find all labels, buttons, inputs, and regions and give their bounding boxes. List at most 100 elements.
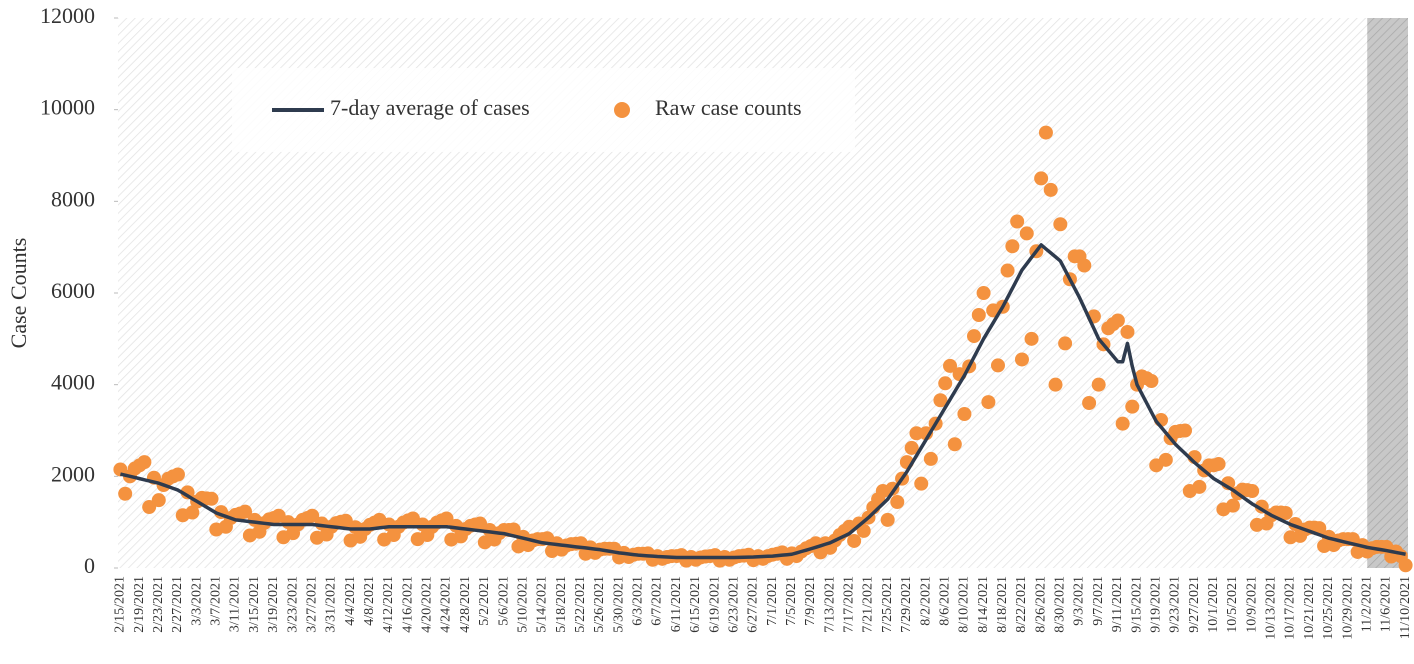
- raw-count-dot: [1010, 214, 1025, 229]
- raw-count-dot: [439, 511, 454, 526]
- raw-count-dot: [938, 376, 953, 391]
- raw-count-dot: [1110, 313, 1125, 328]
- raw-count-dot: [1043, 182, 1058, 197]
- x-tick-label: 2/27/2021: [170, 576, 185, 633]
- x-tick-label: 4/28/2021: [458, 576, 473, 633]
- raw-count-dot: [305, 508, 320, 523]
- raw-count-dot: [880, 512, 895, 527]
- x-tick-label: 4/12/2021: [381, 576, 396, 633]
- raw-count-dot: [1005, 239, 1020, 254]
- x-tick-label: 9/11/2021: [1110, 576, 1125, 632]
- x-tick-label: 8/10/2021: [957, 576, 972, 633]
- y-tick-label: 12000: [40, 3, 95, 28]
- x-tick-label: 9/7/2021: [1091, 576, 1106, 626]
- raw-count-dot: [1014, 352, 1029, 367]
- x-tick-label: 7/1/2021: [765, 576, 780, 626]
- y-tick-label: 2000: [51, 461, 95, 486]
- x-tick-label: 5/26/2021: [592, 576, 607, 633]
- x-tick-label: 4/4/2021: [343, 576, 358, 626]
- raw-count-dot: [1034, 171, 1049, 186]
- x-tick-label: 6/11/2021: [669, 576, 684, 632]
- x-tick-label: 6/27/2021: [746, 576, 761, 633]
- raw-count-dot: [890, 495, 905, 509]
- x-tick-label: 10/25/2021: [1321, 576, 1336, 640]
- raw-count-dot: [1278, 506, 1293, 520]
- x-tick-label: 8/14/2021: [976, 576, 991, 633]
- x-tick-label: 7/29/2021: [899, 576, 914, 633]
- x-tick-label: 10/1/2021: [1206, 576, 1221, 633]
- y-axis-title: Case Counts: [6, 238, 31, 349]
- x-tick-label: 8/22/2021: [1014, 576, 1029, 633]
- raw-count-dot: [1115, 416, 1130, 431]
- raw-count-dot: [856, 523, 871, 538]
- raw-count-dot: [1398, 558, 1413, 573]
- raw-count-dot: [933, 393, 948, 408]
- x-tick-label: 3/23/2021: [285, 576, 300, 633]
- x-tick-label: 5/22/2021: [573, 576, 588, 633]
- x-tick-label: 7/5/2021: [784, 576, 799, 626]
- legend-label: 7-day average of cases: [330, 95, 530, 120]
- raw-count-dot: [1192, 479, 1207, 494]
- x-tick-label: 7/17/2021: [842, 576, 857, 633]
- raw-count-dot: [1120, 324, 1135, 339]
- x-tick-label: 5/14/2021: [535, 576, 550, 633]
- x-tick-label: 11/2/2021: [1359, 576, 1374, 632]
- x-tick-label: 8/6/2021: [937, 576, 952, 626]
- raw-count-dot: [1038, 125, 1053, 140]
- raw-count-dot: [1053, 217, 1068, 232]
- raw-count-dot: [1312, 521, 1327, 536]
- x-tick-label: 8/18/2021: [995, 576, 1010, 633]
- x-tick-label: 8/30/2021: [1053, 576, 1068, 633]
- x-tick-label: 6/7/2021: [650, 576, 665, 626]
- x-tick-label: 3/31/2021: [324, 576, 339, 633]
- raw-count-dot: [923, 451, 938, 466]
- raw-count-dot: [1058, 336, 1073, 351]
- legend: 7-day average of cases Raw case counts: [232, 68, 855, 152]
- x-tick-label: 7/25/2021: [880, 576, 895, 633]
- x-tick-label: 7/21/2021: [861, 576, 876, 633]
- raw-count-dot: [971, 308, 986, 322]
- legend-label: Raw case counts: [655, 95, 802, 120]
- x-tick-label: 7/13/2021: [822, 576, 837, 633]
- y-tick-label: 10000: [40, 95, 95, 120]
- raw-count-dot: [506, 522, 521, 537]
- y-tick-label: 0: [84, 553, 95, 578]
- raw-count-dot: [137, 455, 152, 470]
- raw-count-dot: [1144, 374, 1159, 388]
- x-tick-label: 3/15/2021: [247, 576, 262, 633]
- x-tick-label: 5/18/2021: [554, 576, 569, 633]
- x-tick-label: 8/26/2021: [1033, 576, 1048, 633]
- raw-count-dot: [1048, 377, 1063, 392]
- x-tick-label: 3/3/2021: [189, 576, 204, 626]
- x-tick-label: 10/17/2021: [1283, 576, 1298, 640]
- x-tick-label: 5/2/2021: [477, 576, 492, 626]
- raw-count-dot: [180, 485, 195, 500]
- legend-box: [232, 68, 855, 152]
- raw-count-dot: [914, 476, 929, 491]
- x-tick-label: 7/9/2021: [803, 576, 818, 626]
- x-tick-label: 6/19/2021: [707, 576, 722, 633]
- raw-count-dot: [1158, 452, 1173, 467]
- raw-count-dot: [1225, 498, 1240, 513]
- x-tick-label: 10/29/2021: [1340, 576, 1355, 640]
- x-tick-label: 9/15/2021: [1129, 576, 1144, 633]
- raw-count-dot: [1000, 263, 1015, 278]
- x-tick-label: 6/23/2021: [726, 576, 741, 633]
- raw-count-dot: [185, 505, 200, 520]
- x-tick-label: 9/27/2021: [1187, 576, 1202, 633]
- raw-count-dot: [1082, 396, 1097, 410]
- raw-count-dot: [170, 467, 185, 482]
- raw-count-dot: [238, 504, 253, 519]
- y-tick-label: 8000: [51, 186, 95, 211]
- x-tick-label: 8/2/2021: [918, 576, 933, 626]
- y-tick-label: 6000: [51, 278, 95, 303]
- average-line: [119, 243, 1406, 560]
- x-tick-label: 6/3/2021: [631, 576, 646, 626]
- raw-count-dot: [847, 533, 862, 548]
- x-tick-label: 2/23/2021: [151, 576, 166, 633]
- raw-count-dot: [1211, 456, 1226, 471]
- x-tick-label: 5/6/2021: [496, 576, 511, 626]
- x-tick-label: 10/13/2021: [1264, 576, 1279, 640]
- raw-count-dot: [1091, 377, 1106, 392]
- raw-count-dot: [967, 329, 982, 344]
